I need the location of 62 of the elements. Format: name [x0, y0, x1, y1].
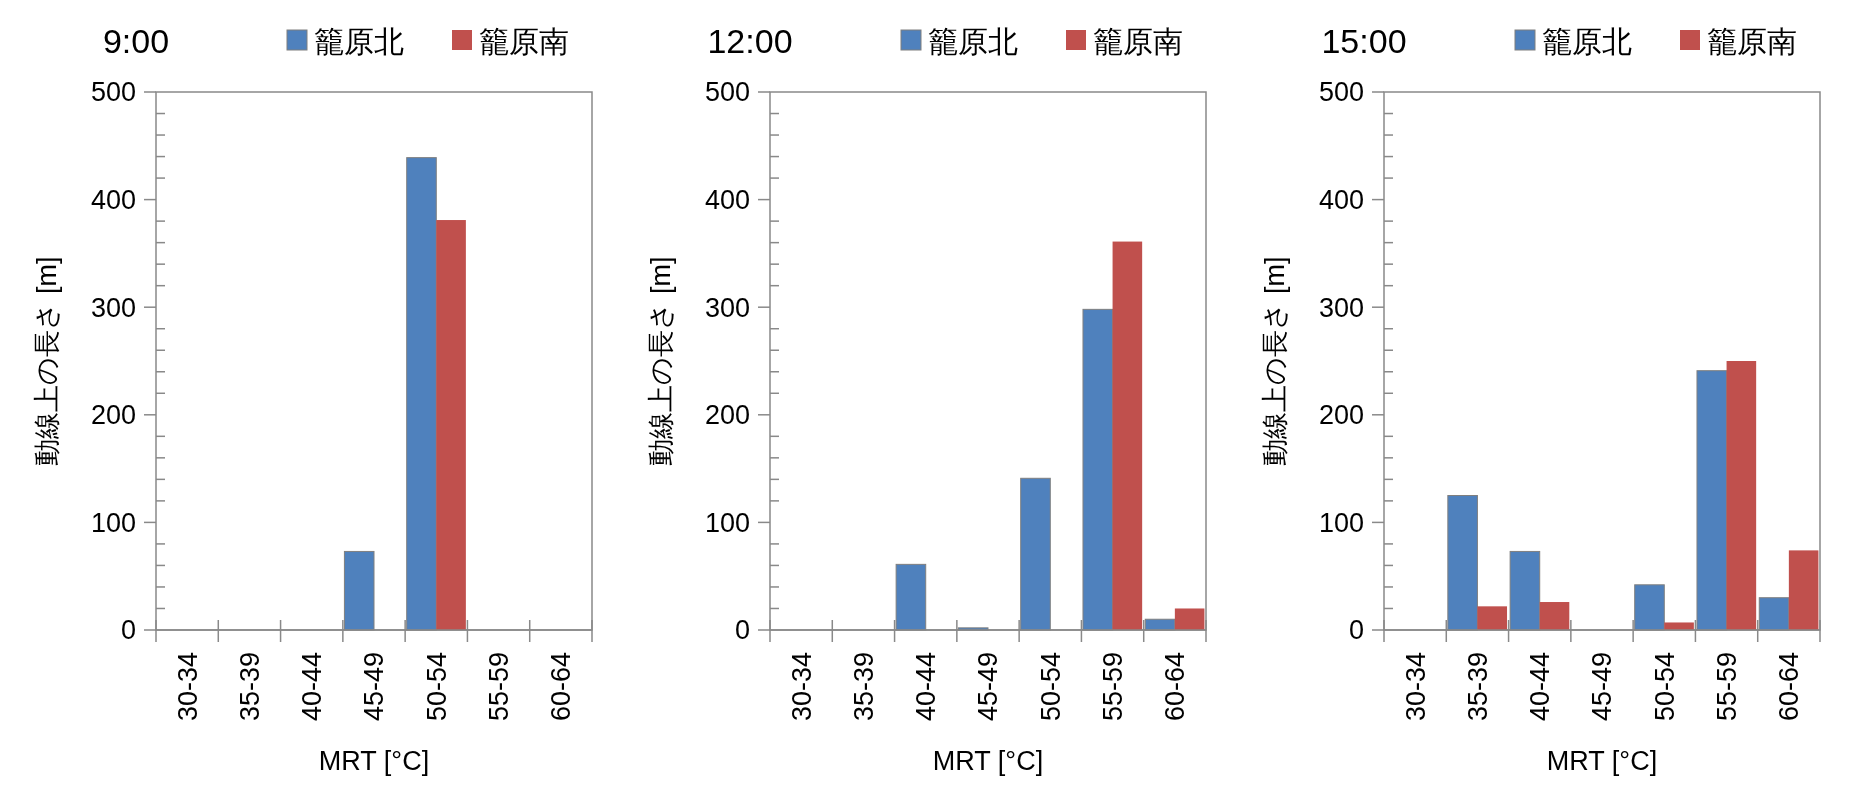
- bar: [1112, 241, 1143, 630]
- y-tick-label: 500: [90, 77, 136, 108]
- y-axis-title: 動線上の長さ [m]: [646, 256, 676, 466]
- x-axis-title: MRT [°C]: [318, 746, 430, 776]
- x-tick-label: 55-59: [484, 652, 515, 722]
- y-tick-label: 300: [1318, 292, 1364, 323]
- y-tick-label: 400: [1318, 185, 1364, 216]
- bar: [1788, 550, 1819, 630]
- legend-label: 籠原南: [1093, 25, 1183, 58]
- y-tick-label: 0: [1348, 615, 1364, 646]
- y-tick-label: 500: [1318, 77, 1364, 108]
- y-tick-label: 200: [704, 400, 750, 431]
- x-tick-label: 55-59: [1098, 652, 1129, 722]
- x-tick-label: 45-49: [1587, 652, 1618, 722]
- y-tick-label: 0: [120, 615, 136, 646]
- y-tick-label: 300: [90, 292, 136, 323]
- x-tick-label: 30-34: [1400, 652, 1431, 722]
- x-tick-label: 50-54: [421, 652, 452, 722]
- x-tick-label: 50-54: [1649, 652, 1680, 722]
- x-tick-label: 35-39: [848, 652, 879, 722]
- y-tick-label: 200: [1318, 400, 1364, 431]
- x-tick-label: 30-34: [172, 652, 203, 722]
- y-axis-title: 動線上の長さ [m]: [1260, 256, 1290, 466]
- y-tick-label: 0: [734, 615, 750, 646]
- bar: [436, 220, 466, 630]
- x-tick-label: 60-64: [1774, 652, 1805, 722]
- y-tick-label: 300: [704, 292, 750, 323]
- chart-title: 12:00: [707, 22, 793, 60]
- x-tick-label: 60-64: [1160, 652, 1191, 722]
- y-tick-label: 400: [704, 185, 750, 216]
- x-tick-label: 55-59: [1712, 652, 1743, 722]
- legend-label: 籠原北: [314, 25, 404, 58]
- x-axis-title: MRT [°C]: [1546, 746, 1658, 776]
- bar: [1174, 608, 1205, 630]
- chart-title: 9:00: [102, 22, 170, 60]
- x-tick-label: 35-39: [234, 652, 265, 722]
- x-tick-label: 40-44: [297, 652, 328, 722]
- x-tick-label: 40-44: [911, 652, 942, 722]
- x-tick-label: 40-44: [1525, 652, 1556, 722]
- legend-label: 籠原南: [1707, 25, 1797, 58]
- legend-label: 籠原北: [928, 25, 1018, 58]
- x-tick-label: 60-64: [546, 652, 577, 722]
- chart-title: 15:00: [1321, 22, 1407, 60]
- bar: [1726, 361, 1757, 630]
- x-tick-label: 35-39: [1462, 652, 1493, 722]
- bar: [1664, 622, 1694, 630]
- y-tick-label: 500: [704, 77, 750, 108]
- legend-label: 籠原北: [1542, 25, 1632, 58]
- x-tick-label: 45-49: [359, 652, 390, 722]
- y-tick-label: 100: [704, 507, 750, 538]
- y-tick-label: 400: [90, 185, 136, 216]
- y-axis-title: 動線上の長さ [m]: [32, 256, 62, 466]
- y-tick-label: 100: [90, 507, 136, 538]
- bar: [1477, 606, 1508, 630]
- x-tick-label: 45-49: [973, 652, 1004, 722]
- y-tick-label: 200: [90, 400, 136, 431]
- x-axis-title: MRT [°C]: [932, 746, 1044, 776]
- legend-label: 籠原南: [479, 25, 569, 58]
- y-tick-label: 100: [1318, 507, 1364, 538]
- x-tick-label: 50-54: [1035, 652, 1066, 722]
- bar: [1539, 602, 1570, 630]
- x-tick-label: 30-34: [786, 652, 817, 722]
